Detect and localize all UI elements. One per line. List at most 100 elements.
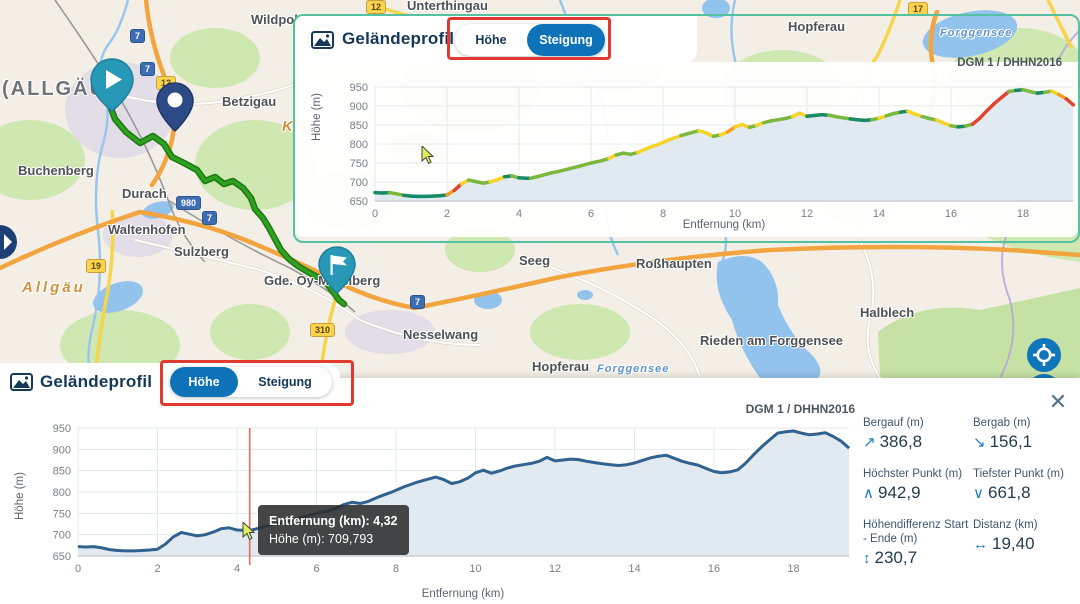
stat-value: ↗ 386,8 bbox=[863, 432, 923, 451]
svg-text:800: 800 bbox=[53, 487, 71, 499]
stat-value: ↕ 230,7 bbox=[863, 548, 918, 567]
svg-text:8: 8 bbox=[660, 208, 666, 220]
svg-text:6: 6 bbox=[313, 563, 319, 575]
stat-label: Tiefster Punkt (m) bbox=[973, 468, 1064, 480]
svg-text:800: 800 bbox=[350, 139, 368, 151]
map-label: Seeg bbox=[519, 253, 551, 268]
crosshair-icon bbox=[1033, 344, 1055, 366]
play-icon bbox=[106, 70, 122, 89]
road-shield: 310 bbox=[310, 323, 336, 337]
elevation-chart-hoehe[interactable]: 0 2 4 6 8 10 12 14 16 18 650 700 750 800 850 900 950 bbox=[0, 395, 862, 597]
svg-text:14: 14 bbox=[873, 208, 885, 220]
svg-text:650: 650 bbox=[53, 551, 71, 563]
svg-text:900: 900 bbox=[350, 101, 368, 113]
stat-item: Tiefster Punkt (m) ∨ 661,8 bbox=[973, 467, 1073, 503]
svg-text:2: 2 bbox=[154, 563, 160, 575]
svg-text:2: 2 bbox=[444, 208, 450, 220]
stat-label: Höchster Punkt (m) bbox=[863, 468, 963, 480]
panel-header: Geländeprofil Höhe Steigung bbox=[295, 16, 697, 64]
map-label: Durach bbox=[122, 186, 167, 201]
svg-text:0: 0 bbox=[75, 563, 81, 575]
close-button[interactable]: ✕ bbox=[1044, 388, 1072, 416]
stat-arrow-icon: ↕ bbox=[863, 550, 871, 567]
map-label: Waltenhofen bbox=[108, 222, 186, 237]
source-label: DGM 1 / DHHN2016 bbox=[957, 57, 1062, 69]
stat-label: Bergauf (m) bbox=[863, 417, 924, 429]
mouse-cursor-icon bbox=[242, 520, 256, 546]
collapse-button[interactable] bbox=[0, 224, 18, 263]
svg-text:12: 12 bbox=[549, 563, 561, 575]
stat-arrow-icon: ↔ bbox=[973, 536, 988, 553]
stat-item: Höchster Punkt (m) ∧ 942,9 bbox=[863, 467, 973, 503]
map-label: Nesselwang bbox=[403, 327, 479, 342]
map-label: Rieden am Forggensee bbox=[700, 333, 844, 348]
svg-text:8: 8 bbox=[393, 563, 399, 575]
stat-label: Distanz (km) bbox=[973, 519, 1038, 531]
source-label: DGM 1 / DHHN2016 bbox=[745, 402, 855, 416]
tooltip-distance: Entfernung (km): 4,32 bbox=[269, 514, 398, 528]
svg-text:14: 14 bbox=[628, 563, 640, 575]
svg-text:18: 18 bbox=[787, 563, 799, 575]
svg-text:950: 950 bbox=[53, 423, 71, 435]
stat-arrow-icon: ↘ bbox=[973, 434, 986, 451]
svg-text:750: 750 bbox=[350, 158, 368, 170]
svg-text:16: 16 bbox=[945, 208, 957, 220]
elevation-chart-steigung[interactable]: 0 2 4 6 8 10 12 14 16 18 650 700 750 800 850 900 950 bbox=[295, 62, 1078, 239]
svg-text:700: 700 bbox=[53, 530, 71, 542]
road-shield: 12 bbox=[366, 0, 387, 14]
y-axis-title: Höhe (m) bbox=[311, 93, 323, 141]
map-label: Hopferau bbox=[788, 19, 846, 34]
toggle-hoehe-button[interactable]: Höhe bbox=[455, 24, 527, 56]
panel-title: Geländeprofil bbox=[342, 29, 455, 48]
map-label: Betzigau bbox=[222, 94, 277, 109]
panel-title: Geländeprofil bbox=[40, 372, 153, 391]
tooltip-elevation: Höhe (m): 709,793 bbox=[269, 532, 374, 546]
panel-header-bottom: Geländeprofil Höhe Steigung bbox=[0, 363, 340, 400]
road-shield: 7 bbox=[202, 211, 218, 225]
svg-text:4: 4 bbox=[234, 563, 240, 575]
locate-button[interactable] bbox=[1026, 337, 1062, 376]
svg-text:850: 850 bbox=[53, 466, 71, 478]
start-marker[interactable] bbox=[90, 58, 134, 117]
arrow-right-icon bbox=[4, 234, 12, 250]
road-shield: 980 bbox=[176, 196, 202, 210]
profile-mode-toggle: Höhe Steigung bbox=[455, 24, 605, 56]
map-label: Forggensee bbox=[940, 27, 1013, 39]
stat-value: ∨ 661,8 bbox=[973, 483, 1031, 502]
toggle-hoehe-button[interactable]: Höhe bbox=[170, 367, 238, 397]
waypoint-marker[interactable] bbox=[156, 82, 194, 137]
terrain-profile-panel-bottom: ✕ DGM 1 / DHHN2016 0 2 4 6 8 10 12 14 16 18 650 700… bbox=[0, 378, 1080, 604]
end-marker[interactable] bbox=[318, 246, 356, 299]
map-label: Sulzberg bbox=[174, 244, 229, 259]
road-shield: 7 bbox=[410, 295, 426, 309]
terrain-profile-panel-top: Geländeprofil Höhe Steigung DGM 1 / DHHN… bbox=[293, 14, 1080, 243]
svg-text:0: 0 bbox=[372, 208, 378, 220]
stat-arrow-icon: ↗ bbox=[863, 434, 876, 451]
stat-value: ↘ 156,1 bbox=[973, 432, 1033, 451]
x-axis-title: Entfernung (km) bbox=[682, 219, 766, 231]
svg-text:12: 12 bbox=[801, 208, 813, 220]
chart-tooltip: Entfernung (km): 4,32 Höhe (m): 709,793 bbox=[258, 505, 409, 555]
stat-label: Höhendifferenz Start - Ende (m) bbox=[863, 519, 969, 545]
terrain-profile-icon bbox=[10, 373, 33, 396]
stat-value: ↔ 19,40 bbox=[973, 534, 1035, 553]
route-path-inner bbox=[107, 101, 346, 306]
svg-text:16: 16 bbox=[708, 563, 720, 575]
map-label: Allgäu bbox=[22, 279, 86, 296]
toggle-steigung-button[interactable]: Steigung bbox=[238, 367, 332, 397]
stat-item: Höhendifferenz Start - Ende (m) ↕ 230,7 bbox=[863, 518, 973, 568]
toggle-steigung-button[interactable]: Steigung bbox=[527, 24, 605, 56]
svg-text:10: 10 bbox=[469, 563, 481, 575]
map-label: Buchenberg bbox=[18, 163, 94, 178]
svg-text:850: 850 bbox=[350, 120, 368, 132]
stat-item: Bergauf (m) ↗ 386,8 bbox=[863, 416, 973, 452]
map-label: (ALLGÄU) bbox=[2, 78, 115, 100]
map-label: Halblech bbox=[860, 305, 915, 320]
mouse-cursor-icon bbox=[421, 144, 435, 170]
route-stats: Bergauf (m) ↗ 386,8 Bergab (m) ↘ 156,1 Höchste… bbox=[863, 416, 1075, 568]
map-label: Hopferau bbox=[532, 359, 590, 374]
svg-text:650: 650 bbox=[350, 196, 368, 208]
stat-label: Bergab (m) bbox=[973, 417, 1031, 429]
map-label: Unterthingau bbox=[407, 0, 488, 13]
svg-text:18: 18 bbox=[1017, 208, 1029, 220]
